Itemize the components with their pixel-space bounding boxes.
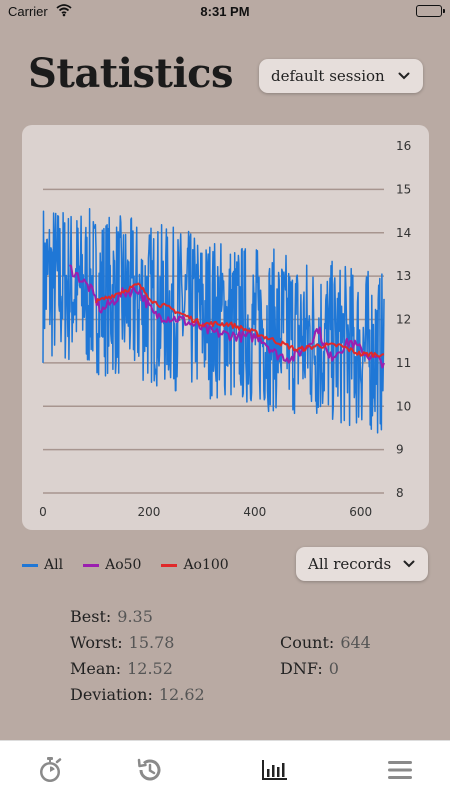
y-tick-label-8: 8 [396,486,404,500]
y-tick-label-11: 11 [396,356,411,370]
y-tick-label-14: 14 [396,226,411,240]
stat-best-label: Best: [70,607,112,626]
stat-dnf-label: DNF: [280,659,323,678]
legend-item-all: All [22,557,63,573]
x-tick-label-400: 400 [243,505,266,519]
legend-label-ao100: Ao100 [183,557,229,573]
stat-count-label: Count: [280,633,335,652]
series-line-ao100 [95,282,385,358]
stat-mean-label: Mean: [70,659,122,678]
records-dropdown-label: All records [308,555,392,573]
stat-deviation: Deviation: 12.62 [70,685,205,704]
stat-worst-value: 15.78 [128,633,175,652]
stat-dnf-value: 0 [328,659,339,678]
records-filter-dropdown[interactable]: All records [296,547,428,581]
tab-timer[interactable] [35,757,65,787]
y-tick-label-12: 12 [396,313,411,327]
stat-worst-label: Worst: [70,633,123,652]
status-bar: Carrier 8:31 PM [0,0,450,24]
y-tick-label-13: 13 [396,269,411,283]
stat-dnf: DNF: 0 [280,659,339,678]
page-title: Statistics [28,50,234,97]
bar-chart-icon [261,758,289,786]
stat-best-value: 9.35 [117,607,153,626]
legend-label-ao50: Ao50 [105,557,142,573]
wifi-icon [56,3,72,20]
statistics-chart: 16 15 14 13 12 11 10 9 8 0 200 400 600 [39,139,411,519]
x-tick-label-600: 600 [349,505,372,519]
carrier-label: Carrier [8,4,48,19]
stat-count-value: 644 [340,633,371,652]
x-tick-label-0: 0 [39,505,47,519]
legend-swatch-ao50 [83,563,100,567]
status-time: 8:31 PM [200,4,250,19]
stat-best: Best: 9.35 [70,607,153,626]
chart-card: 16 15 14 13 12 11 10 9 8 0 200 400 600 [22,125,429,530]
history-icon [136,756,164,788]
legend-swatch-all [22,563,38,567]
session-dropdown[interactable]: default session [259,59,423,93]
stat-worst: Worst: 15.78 [70,633,174,652]
series-line-all [42,208,385,434]
stat-mean: Mean: 12.52 [70,659,173,678]
stat-deviation-value: 12.62 [158,685,205,704]
menu-icon [387,759,413,785]
chart-legend: All Ao50 Ao100 [22,556,249,574]
tab-statistics[interactable] [260,757,290,787]
battery-icon [416,5,445,17]
tab-menu[interactable] [385,757,415,787]
tab-history[interactable] [135,757,165,787]
series-line-ao50 [69,264,385,369]
y-tick-label-9: 9 [396,443,404,457]
stat-deviation-label: Deviation: [70,685,153,704]
y-tick-label-16: 16 [396,139,411,153]
chevron-down-icon [397,69,411,83]
y-tick-label-10: 10 [396,399,411,413]
stat-count: Count: 644 [280,633,371,652]
tab-bar [0,740,450,800]
legend-item-ao100: Ao100 [161,557,229,573]
legend-swatch-ao100 [161,563,178,567]
chevron-down-icon [402,557,416,571]
session-dropdown-label: default session [271,67,385,85]
stopwatch-icon [37,756,63,788]
legend-label-all: All [44,557,64,573]
legend-item-ao50: Ao50 [83,557,141,573]
x-tick-label-200: 200 [137,505,160,519]
y-tick-label-15: 15 [396,182,411,196]
stat-mean-value: 12.52 [127,659,173,678]
